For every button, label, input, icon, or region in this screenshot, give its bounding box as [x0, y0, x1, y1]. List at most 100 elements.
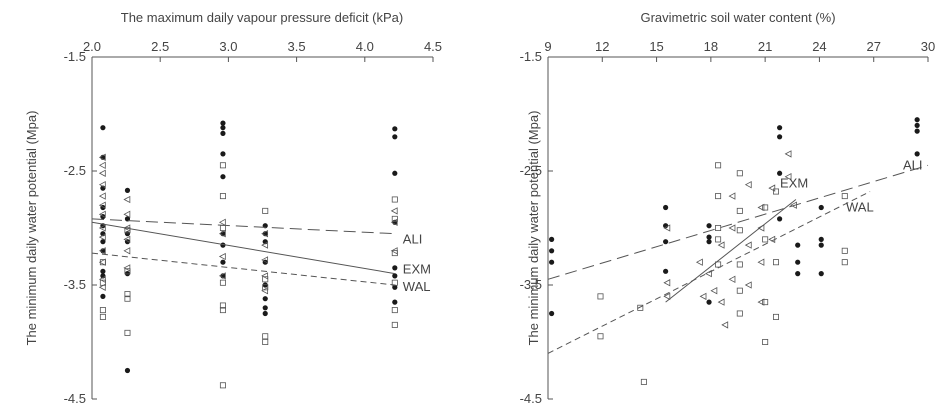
series-label: EXM — [780, 176, 808, 191]
data-point — [663, 279, 671, 287]
data-point — [914, 151, 920, 157]
data-point — [220, 120, 226, 126]
series-label: WAL — [846, 200, 874, 215]
data-point — [390, 207, 398, 215]
data-point — [663, 268, 669, 274]
data-point — [262, 310, 268, 317]
data-point — [736, 170, 743, 177]
data-point — [99, 313, 106, 320]
data-point — [262, 333, 269, 340]
data-point — [219, 382, 226, 389]
data-point — [914, 117, 920, 123]
data-point — [98, 181, 106, 189]
data-point — [100, 239, 106, 245]
fit-line-exm — [91, 221, 395, 275]
data-point — [549, 236, 555, 242]
data-point — [218, 272, 226, 280]
data-point — [124, 367, 131, 374]
x-tick-label: 2.0 — [83, 39, 101, 54]
data-point — [736, 287, 743, 294]
data-point — [663, 239, 669, 245]
data-point — [705, 269, 712, 278]
y-axis-title: The minimum daily water potential (Mpa) — [24, 111, 39, 346]
y-tick-label: -1.5 — [520, 49, 542, 64]
x-axis-title: The maximum daily vapour pressure defici… — [121, 10, 404, 25]
data-point — [99, 259, 106, 266]
data-point — [773, 313, 780, 320]
data-point — [392, 273, 398, 279]
x-tick-label: 9 — [544, 39, 551, 54]
data-point — [99, 307, 106, 314]
data-point — [695, 258, 703, 266]
data-point — [100, 268, 106, 274]
data-point — [549, 310, 555, 317]
x-axis-title: Gravimetric soil water content (%) — [640, 10, 835, 25]
data-point — [219, 193, 226, 200]
y-tick-label: -2.5 — [64, 163, 86, 178]
data-point — [762, 204, 769, 211]
data-point — [124, 187, 131, 193]
data-point — [392, 170, 398, 176]
data-point — [98, 161, 106, 169]
data-point — [392, 284, 398, 290]
y-tick-label: -4.5 — [64, 391, 86, 406]
data-point — [124, 227, 131, 234]
fit-line-exm — [665, 199, 797, 303]
data-point — [744, 181, 752, 189]
data-point — [762, 338, 769, 345]
data-point — [261, 256, 269, 264]
data-point — [728, 275, 736, 283]
series-wal: WAL — [547, 162, 874, 385]
y-tick-label: -3.5 — [64, 277, 86, 292]
data-point — [841, 259, 848, 266]
data-point — [98, 192, 106, 200]
data-point — [777, 134, 783, 140]
data-point — [795, 259, 801, 265]
data-point — [715, 261, 722, 268]
y-tick-label: -2.5 — [520, 163, 542, 178]
data-point — [219, 224, 226, 231]
data-point — [757, 298, 765, 306]
data-point — [663, 223, 669, 229]
data-point — [100, 125, 106, 131]
y-axis-title: The minimum daily water potential (Mpa) — [526, 111, 541, 346]
data-point — [124, 329, 131, 336]
data-point — [261, 230, 269, 238]
x-tick-label: 18 — [704, 39, 718, 54]
data-point — [98, 201, 106, 209]
data-point — [99, 279, 106, 286]
fit-line-ali — [91, 218, 395, 235]
data-point — [124, 268, 131, 275]
data-point — [777, 170, 783, 176]
series-wal: WAL — [91, 162, 431, 389]
data-point — [663, 204, 669, 211]
x-tick-label: 21 — [758, 39, 772, 54]
data-point — [391, 196, 398, 203]
data-point — [841, 193, 848, 200]
data-point — [391, 321, 398, 328]
x-tick-label: 27 — [866, 39, 880, 54]
data-point — [736, 207, 743, 214]
data-point — [736, 310, 743, 317]
data-point — [262, 338, 269, 345]
data-point — [220, 259, 226, 265]
data-point — [392, 299, 398, 305]
data-point — [706, 299, 712, 305]
data-point — [218, 230, 226, 238]
y-tick-label: -4.5 — [520, 391, 542, 406]
data-point — [218, 252, 226, 261]
data-point — [261, 272, 269, 280]
data-point — [790, 201, 797, 209]
data-point — [715, 162, 722, 169]
data-point — [124, 295, 131, 302]
data-point — [392, 265, 398, 271]
series-label: ALI — [903, 157, 923, 172]
data-point — [715, 236, 722, 243]
data-point — [721, 321, 729, 329]
data-point — [777, 216, 783, 222]
data-point — [219, 307, 226, 314]
data-point — [717, 298, 725, 306]
data-point — [736, 227, 743, 234]
data-point — [706, 234, 712, 240]
data-point — [736, 261, 743, 268]
